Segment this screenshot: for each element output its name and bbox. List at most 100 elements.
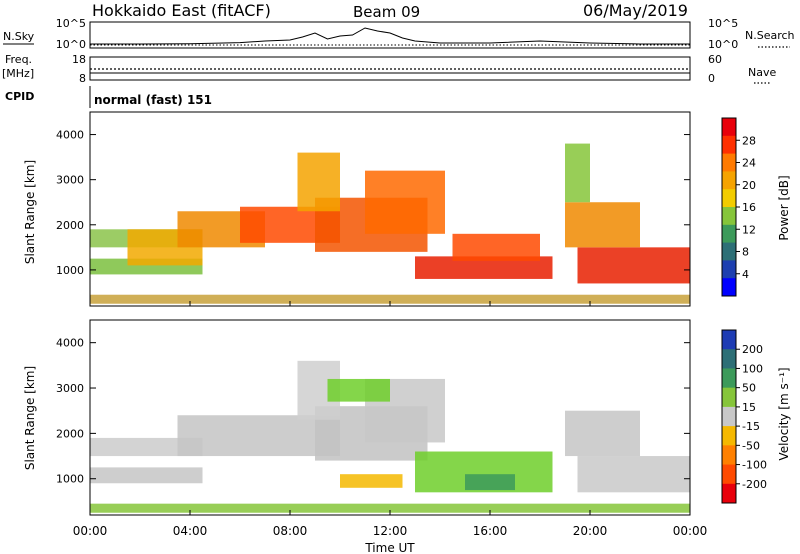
velocity-band-2 bbox=[177, 415, 340, 457]
power-band-12 bbox=[565, 143, 590, 203]
power-colorbar-tick-label-1: 24 bbox=[742, 157, 756, 170]
x-tick-label-1: 04:00 bbox=[173, 524, 208, 538]
velocity-band-10 bbox=[327, 378, 390, 402]
power-colorbar-segment-2 bbox=[722, 153, 736, 172]
velocity-colorbar-tick-label-4: -15 bbox=[742, 420, 760, 433]
velocity-colorbar-tick-label-5: -50 bbox=[742, 439, 760, 452]
x-tick-label-0: 00:00 bbox=[73, 524, 108, 538]
noise-right-tick-bottom: 10^0 bbox=[708, 38, 738, 51]
velocity-colorbar: 200 100 50 15 -15 -50 -100 -200 bbox=[721, 329, 767, 504]
beam-title: Beam 09 bbox=[353, 3, 420, 21]
power-ytick-label-3: 4000 bbox=[56, 129, 84, 142]
cpid-label: CPID bbox=[5, 90, 34, 103]
power-band-6 bbox=[365, 170, 445, 234]
power-colorbar-segment-5 bbox=[722, 207, 736, 226]
x-tick-label-3: 12:00 bbox=[373, 524, 408, 538]
velocity-band-0 bbox=[90, 467, 203, 484]
power-colorbar-segment-9 bbox=[722, 278, 736, 297]
x-axis-ticks: 00:00 04:00 08:00 12:00 16:00 20:00 00:00 bbox=[73, 301, 708, 538]
freq-unit-label: [MHz] bbox=[2, 67, 34, 80]
power-colorbar-segment-6 bbox=[722, 224, 736, 244]
velocity-colorbar-segment-5 bbox=[722, 426, 736, 446]
power-data-bands bbox=[90, 143, 690, 304]
power-colorbar-segment-0 bbox=[722, 118, 736, 137]
velocity-colorbar-label: Velocity [m s⁻¹] bbox=[777, 367, 791, 460]
power-y-label: Slant Range [km] bbox=[23, 160, 37, 264]
x-axis-label: Time UT bbox=[364, 541, 415, 554]
power-y-ticks: 1000 2000 3000 4000 bbox=[56, 129, 690, 277]
velocity-colorbar-segment-4 bbox=[722, 406, 736, 427]
velocity-colorbar-segment-3 bbox=[722, 387, 736, 408]
velocity-colorbar-tick-label-0: 200 bbox=[742, 343, 763, 356]
station-title: Hokkaido East (fitACF) bbox=[92, 1, 271, 20]
velocity-y-label: Slant Range [km] bbox=[23, 366, 37, 470]
power-band-7 bbox=[297, 152, 340, 212]
nave-label: Nave bbox=[748, 66, 776, 79]
velocity-data-bands bbox=[90, 360, 690, 513]
power-colorbar-segment-8 bbox=[722, 260, 736, 279]
freq-label: Freq. bbox=[5, 53, 32, 66]
velocity-band-11 bbox=[90, 503, 690, 513]
velocity-colorbar-segment-6 bbox=[722, 445, 736, 466]
velocity-colorbar-tick-label-3: 15 bbox=[742, 401, 756, 414]
power-colorbar: 28 24 20 16 12 8 4 bbox=[721, 117, 756, 297]
cpid-value: normal (fast) 151 bbox=[94, 93, 212, 107]
velocity-band-12 bbox=[340, 474, 403, 488]
nave-tick-bottom: 0 bbox=[708, 72, 715, 85]
velocity-colorbar-segment-0 bbox=[722, 330, 736, 350]
velocity-ytick-label-3: 4000 bbox=[56, 337, 84, 350]
noise-left-tick-bottom: 10^0 bbox=[56, 38, 86, 51]
velocity-colorbar-segment-7 bbox=[722, 464, 736, 485]
velocity-band-9 bbox=[565, 410, 640, 457]
power-colorbar-segment-7 bbox=[722, 242, 736, 261]
power-ytick-label-1: 2000 bbox=[56, 219, 84, 232]
sky-noise-trace bbox=[90, 27, 690, 45]
freq-tick-bottom: 8 bbox=[79, 72, 86, 85]
power-band-13 bbox=[90, 294, 690, 304]
power-colorbar-tick-label-3: 16 bbox=[742, 201, 756, 214]
velocity-colorbar-tick-label-7: -200 bbox=[742, 478, 767, 491]
x-tick-label-6: 00:00 bbox=[673, 524, 708, 538]
power-band-10 bbox=[577, 247, 690, 284]
velocity-colorbar-tick-label-6: -100 bbox=[742, 459, 767, 472]
velocity-y-ticks: 1000 2000 3000 4000 bbox=[56, 337, 690, 486]
velocity-colorbar-segment-1 bbox=[722, 349, 736, 369]
power-band-11 bbox=[565, 202, 640, 248]
power-band-8 bbox=[415, 256, 553, 279]
power-colorbar-segment-3 bbox=[722, 171, 736, 190]
n-search-label: N.Search bbox=[745, 29, 795, 42]
date-title: 06/May/2019 bbox=[583, 1, 688, 20]
velocity-ytick-label-0: 1000 bbox=[56, 473, 84, 486]
velocity-ytick-label-1: 2000 bbox=[56, 427, 84, 440]
power-panel: 1000 2000 3000 4000 Slant Range [km] bbox=[23, 111, 691, 307]
power-ytick-label-0: 1000 bbox=[56, 264, 84, 277]
power-colorbar-tick-label-4: 12 bbox=[742, 223, 756, 236]
velocity-colorbar-frame bbox=[721, 329, 737, 504]
nave-tick-top: 60 bbox=[708, 53, 722, 66]
velocity-panel: 1000 2000 3000 4000 Slant Range [km] bbox=[23, 319, 691, 516]
power-ytick-label-2: 3000 bbox=[56, 174, 84, 187]
noise-left-tick-top: 10^5 bbox=[56, 17, 86, 30]
x-tick-label-5: 20:00 bbox=[573, 524, 608, 538]
power-colorbar-tick-label-2: 20 bbox=[742, 179, 756, 192]
noise-panel-frame bbox=[89, 21, 691, 49]
n-sky-label: N.Sky bbox=[3, 30, 35, 43]
noise-right-tick-top: 10^5 bbox=[708, 17, 738, 30]
velocity-colorbar-segment-2 bbox=[722, 368, 736, 389]
power-band-9 bbox=[452, 233, 540, 261]
power-colorbar-label: Power [dB] bbox=[777, 175, 791, 240]
velocity-colorbar-tick-label-2: 50 bbox=[742, 382, 756, 395]
velocity-band-1 bbox=[90, 437, 203, 457]
x-tick-label-4: 16:00 bbox=[473, 524, 508, 538]
power-colorbar-segment-4 bbox=[722, 189, 736, 208]
x-tick-label-2: 08:00 bbox=[273, 524, 308, 538]
velocity-colorbar-tick-label-1: 100 bbox=[742, 362, 763, 375]
velocity-ytick-label-2: 3000 bbox=[56, 382, 84, 395]
power-colorbar-tick-label-0: 28 bbox=[742, 134, 756, 147]
velocity-band-7 bbox=[465, 474, 515, 491]
freq-tick-top: 18 bbox=[72, 53, 86, 66]
power-colorbar-segment-1 bbox=[722, 135, 736, 155]
velocity-band-8 bbox=[577, 456, 690, 493]
power-colorbar-tick-label-5: 8 bbox=[742, 246, 749, 259]
